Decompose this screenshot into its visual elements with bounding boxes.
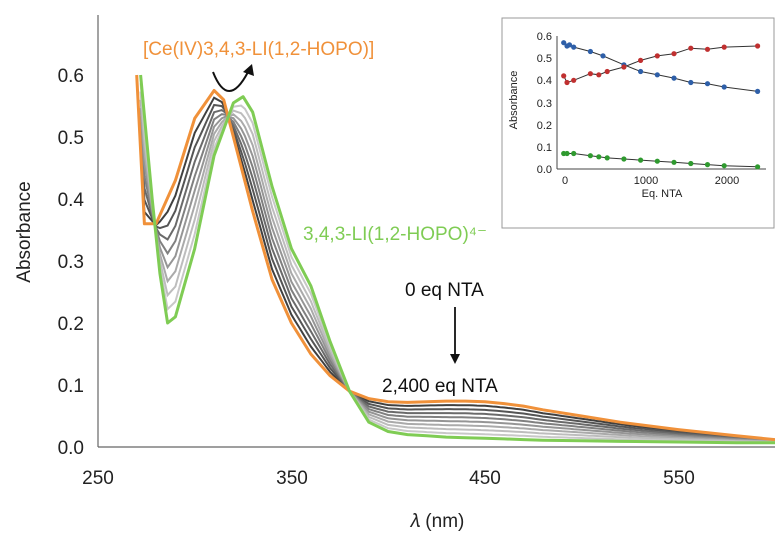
- y-tick-label: 0.6: [58, 66, 84, 87]
- inset-chart: 0.0 0.1 0.2 0.3 0.4 0.5 0.6 0 1000 2000 …: [501, 17, 775, 229]
- x-tick-label: 550: [663, 468, 695, 489]
- complex-label: [Ce(IV)3,4,3-LI(1,2-HOPO)]: [143, 39, 374, 60]
- inset-y-tick-label: 0.0: [537, 164, 552, 176]
- inset-y-axis-title: Absorbance: [508, 71, 520, 130]
- inset-series-group: [561, 40, 761, 170]
- y-tick-labels: 0.0 0.1 0.2 0.3 0.4 0.5 0.6: [58, 66, 85, 459]
- inset-data-point: [571, 150, 577, 157]
- x-tick-label: 450: [469, 468, 501, 489]
- inset-y-tick-label: 0.3: [537, 98, 552, 110]
- intermediate-spectrum-line: [139, 91, 775, 443]
- shift-arrowhead-icon: [243, 64, 254, 76]
- inset-data-point: [604, 68, 610, 75]
- end-spectrum-line: [139, 74, 775, 445]
- titration-arrowhead-icon: [450, 354, 460, 364]
- inset-data-point: [755, 88, 761, 94]
- inset-x-tick-label: 0: [562, 175, 568, 187]
- intermediate-spectrum-line: [139, 109, 775, 442]
- inset-data-point: [600, 53, 606, 59]
- inset-data-point: [587, 153, 594, 159]
- inset-data-point: [561, 40, 567, 46]
- inset-data-point: [561, 73, 567, 79]
- y-tick-label: 0.4: [58, 190, 85, 211]
- inset-x-axis-title: Eq. NTA: [642, 188, 683, 200]
- ligand-label: 3,4,3-LI(1,2-HOPO)⁴⁻: [303, 224, 487, 245]
- x-axis-title: 𝜆 (nm): [410, 511, 465, 532]
- main-series-group: [135, 74, 775, 445]
- inset-data-point: [587, 71, 594, 77]
- x-tick-label: 350: [276, 468, 308, 489]
- x-tick-labels: 250 350 450 550: [82, 468, 695, 489]
- inset-data-point: [671, 159, 677, 165]
- inset-y-tick-label: 0.6: [537, 31, 552, 43]
- inset-data-point: [721, 44, 727, 50]
- inset-x-tick-label: 1000: [634, 175, 658, 187]
- inset-data-point: [654, 158, 660, 164]
- inset-data-point: [671, 51, 677, 57]
- inset-data-point: [755, 164, 761, 170]
- inset-data-point: [638, 157, 644, 163]
- inset-frame: [501, 17, 775, 229]
- inset-fit-line: [563, 153, 758, 168]
- inset-y-tick-label: 0.2: [537, 120, 552, 132]
- start-eq-label: 0 eq NTA: [405, 280, 484, 301]
- intermediate-spectrum-line: [139, 96, 775, 441]
- inset-y-tick-label: 0.4: [537, 75, 552, 87]
- inset-x-tick-labels: 0 1000 2000: [562, 175, 739, 187]
- start-spectrum-line: [135, 74, 775, 442]
- intermediate-spectrum-line: [139, 103, 775, 442]
- inset-data-point: [721, 163, 727, 169]
- inset-data-point: [564, 79, 570, 86]
- y-tick-label: 0.1: [58, 376, 84, 397]
- inset-y-tick-label: 0.5: [537, 53, 552, 65]
- inset-data-point: [704, 81, 711, 87]
- inset-data-point: [621, 156, 627, 162]
- x-tick-label: 250: [82, 468, 114, 489]
- inset-data-point: [688, 45, 694, 51]
- inset-data-point: [596, 72, 602, 78]
- y-tick-label: 0.2: [58, 314, 84, 335]
- inset-data-point: [571, 44, 577, 50]
- inset-data-point: [654, 53, 660, 59]
- y-axis-title: Absorbance: [14, 181, 35, 282]
- inset-data-point: [688, 79, 694, 86]
- inset-data-point: [721, 84, 727, 90]
- y-tick-label: 0.0: [58, 438, 84, 459]
- inset-data-point: [704, 162, 711, 168]
- inset-data-point: [596, 154, 602, 160]
- inset-data-point: [638, 57, 644, 64]
- inset-y-tick-label: 0.1: [537, 142, 552, 154]
- inset-data-point: [755, 43, 761, 49]
- inset-data-point: [621, 64, 627, 70]
- y-tick-label: 0.5: [58, 128, 84, 149]
- intermediate-spectrum-line: [139, 113, 775, 442]
- inset-data-point: [638, 68, 644, 75]
- intermediate-spectrum-line: [139, 108, 775, 443]
- inset-data-point: [564, 150, 570, 157]
- intermediate-spectrum-line: [139, 99, 775, 443]
- inset-y-tick-labels: 0.0 0.1 0.2 0.3 0.4 0.5 0.6: [537, 31, 552, 176]
- end-eq-label: 2,400 eq NTA: [382, 376, 498, 397]
- shift-arrow-icon: [212, 71, 249, 92]
- inset-data-point: [587, 48, 594, 55]
- y-tick-label: 0.3: [58, 252, 84, 273]
- inset-data-point: [704, 46, 711, 52]
- inset-x-tick-label: 2000: [715, 175, 739, 187]
- inset-data-point: [566, 42, 573, 48]
- inset-data-point: [571, 77, 577, 83]
- inset-data-point: [688, 160, 694, 167]
- inset-fit-line: [563, 45, 758, 84]
- inset-data-point: [654, 72, 660, 78]
- inset-data-point: [671, 75, 677, 81]
- inset-data-point: [604, 155, 610, 161]
